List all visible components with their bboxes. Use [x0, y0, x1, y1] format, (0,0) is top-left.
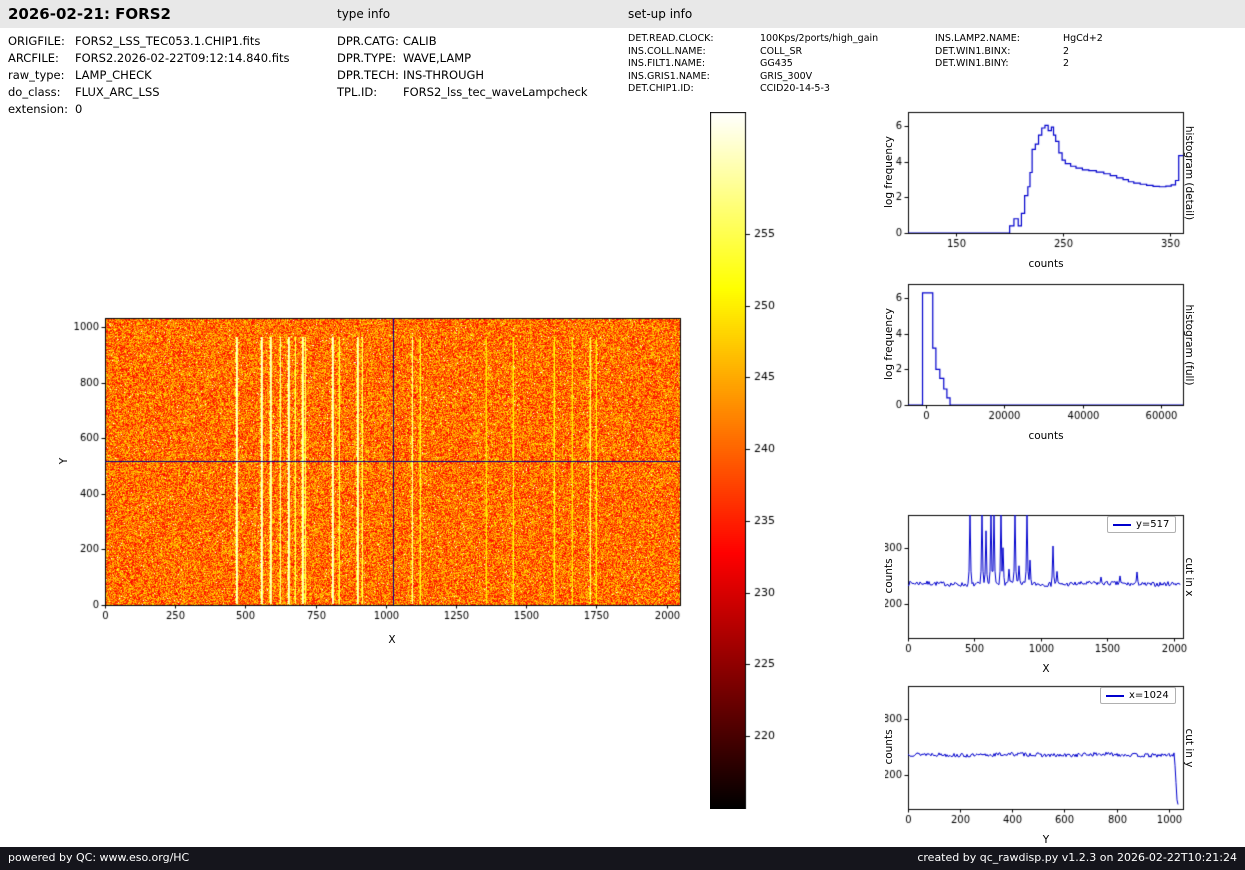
meta-value: LAMP_CHECK: [75, 68, 152, 82]
meta-value: 100Kps/2ports/high_gain: [760, 33, 878, 44]
y-axis-label-raw: Y: [58, 458, 70, 464]
meta-label: TPL.ID:: [337, 84, 403, 101]
meta-row: ARCFILE:FORS2.2026-02-22T09:12:14.840.fi…: [8, 50, 289, 67]
meta-value: GRIS_300V: [760, 71, 812, 82]
meta-row: INS.COLL.NAME:COLL_SR: [628, 46, 878, 59]
meta-label: DPR.TYPE:: [337, 50, 403, 67]
meta-row: DET.WIN1.BINY:2: [935, 58, 1103, 71]
meta-label: ORIGFILE:: [8, 33, 75, 50]
histogram-full-canvas: [885, 278, 1195, 428]
setup-info-heading: set-up info: [628, 7, 692, 21]
y-axis-label-cut-x: counts: [883, 558, 895, 593]
meta-row: extension:0: [8, 101, 289, 118]
y-axis-label-cut-y: counts: [883, 729, 895, 764]
meta-label: DET.WIN1.BINY:: [935, 58, 1063, 71]
meta-label: extension:: [8, 101, 75, 118]
meta-label: DET.READ.CLOCK:: [628, 33, 760, 46]
qc-link[interactable]: powered by QC: www.eso.org/HC: [8, 851, 189, 864]
meta-value: WAVE,LAMP: [403, 51, 471, 65]
footer-bar: powered by QC: www.eso.org/HC created by…: [0, 847, 1245, 870]
meta-row: ORIGFILE:FORS2_LSS_TEC053.1.CHIP1.fits: [8, 33, 289, 50]
legend-label: y=517: [1136, 519, 1169, 530]
meta-label: DPR.TECH:: [337, 67, 403, 84]
meta-label: raw_type:: [8, 67, 75, 84]
meta-label: INS.LAMP2.NAME:: [935, 33, 1063, 46]
meta-value: FORS2_lss_tec_waveLampcheck: [403, 85, 588, 99]
y-axis-label-hist-full: log frequency: [883, 308, 895, 380]
meta-value: FORS2.2026-02-22T09:12:14.840.fits: [75, 51, 289, 65]
meta-row: INS.LAMP2.NAME:HgCd+2: [935, 33, 1103, 46]
meta-row: DET.READ.CLOCK:100Kps/2ports/high_gain: [628, 33, 878, 46]
raw-frame-canvas: [60, 310, 690, 630]
meta-row: DPR.TYPE:WAVE,LAMP: [337, 50, 588, 67]
legend-label: x=1024: [1129, 690, 1169, 701]
file-info-block: ORIGFILE:FORS2_LSS_TEC053.1.CHIP1.fits A…: [8, 33, 289, 118]
meta-row: DPR.CATG:CALIB: [337, 33, 588, 50]
meta-label: INS.COLL.NAME:: [628, 46, 760, 59]
legend-line-icon: [1106, 695, 1124, 697]
x-axis-label-hist-full: counts: [1028, 430, 1063, 442]
type-info-heading: type info: [337, 7, 390, 21]
setup-info-block-1: DET.READ.CLOCK:100Kps/2ports/high_gain I…: [628, 33, 878, 96]
meta-label: DET.WIN1.BINX:: [935, 46, 1063, 59]
meta-label: ARCFILE:: [8, 50, 75, 67]
meta-label: DPR.CATG:: [337, 33, 403, 50]
x-axis-label-hist-detail: counts: [1028, 258, 1063, 270]
meta-row: DPR.TECH:INS-THROUGH: [337, 67, 588, 84]
right-label-cut-x: cut in x: [1183, 557, 1195, 596]
colorbar-canvas: [710, 112, 790, 809]
meta-label: DET.CHIP1.ID:: [628, 83, 760, 96]
meta-row: INS.GRIS1.NAME:GRIS_300V: [628, 71, 878, 84]
histogram-detail-canvas: [885, 106, 1195, 256]
meta-value: COLL_SR: [760, 46, 802, 57]
meta-value: HgCd+2: [1063, 33, 1103, 44]
meta-label: INS.GRIS1.NAME:: [628, 71, 760, 84]
type-info-block: DPR.CATG:CALIB DPR.TYPE:WAVE,LAMP DPR.TE…: [337, 33, 588, 101]
legend-cut-x: y=517: [1107, 516, 1176, 533]
meta-value: FLUX_ARC_LSS: [75, 85, 160, 99]
meta-row: INS.FILT1.NAME:GG435: [628, 58, 878, 71]
meta-label: do_class:: [8, 84, 75, 101]
meta-value: CALIB: [403, 34, 437, 48]
meta-row: TPL.ID:FORS2_lss_tec_waveLampcheck: [337, 84, 588, 101]
header-bar: 2026-02-21: FORS2 type info set-up info: [0, 0, 1245, 28]
created-by-text: created by qc_rawdisp.py v1.2.3 on 2026-…: [917, 851, 1237, 864]
meta-value: 2: [1063, 58, 1069, 69]
meta-value: GG435: [760, 58, 793, 69]
meta-row: DET.WIN1.BINX:2: [935, 46, 1103, 59]
meta-value: FORS2_LSS_TEC053.1.CHIP1.fits: [75, 34, 260, 48]
right-label-hist-detail: histogram (detail): [1183, 126, 1195, 220]
meta-row: raw_type:LAMP_CHECK: [8, 67, 289, 84]
x-axis-label-cut-x: X: [1042, 663, 1049, 675]
legend-line-icon: [1113, 524, 1131, 526]
meta-row: DET.CHIP1.ID:CCID20-14-5-3: [628, 83, 878, 96]
meta-value: 0: [75, 102, 82, 116]
meta-value: CCID20-14-5-3: [760, 83, 830, 94]
y-axis-label-hist-detail: log frequency: [883, 136, 895, 208]
meta-label: INS.FILT1.NAME:: [628, 58, 760, 71]
meta-value: 2: [1063, 46, 1069, 57]
legend-cut-y: x=1024: [1100, 687, 1176, 704]
meta-row: do_class:FLUX_ARC_LSS: [8, 84, 289, 101]
right-label-hist-full: histogram (full): [1183, 305, 1195, 386]
x-axis-label-raw: X: [388, 634, 395, 646]
x-axis-label-cut-y: Y: [1043, 834, 1049, 846]
right-label-cut-y: cut in y: [1183, 728, 1195, 767]
setup-info-block-2: INS.LAMP2.NAME:HgCd+2 DET.WIN1.BINX:2 DE…: [935, 33, 1103, 71]
page-title: 2026-02-21: FORS2: [8, 5, 171, 23]
meta-value: INS-THROUGH: [403, 68, 484, 82]
